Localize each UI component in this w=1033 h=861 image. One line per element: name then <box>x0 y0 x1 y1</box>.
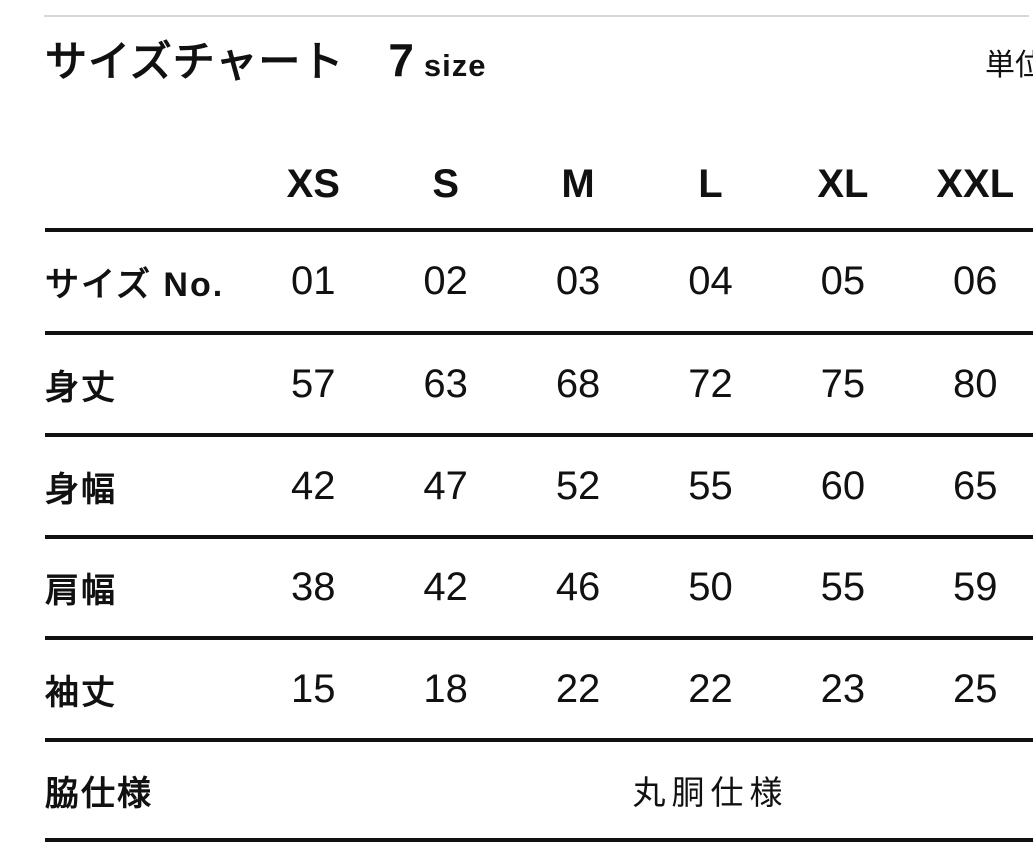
unit-label: 単位 <box>985 49 1033 82</box>
row-label: 身丈 <box>45 333 248 437</box>
cell-value: 57 <box>247 333 380 437</box>
column-header-l: L <box>644 140 777 232</box>
size-chart-table: XS S M L XL XXL サイズ No. 01 02 03 04 05 0… <box>45 140 1033 842</box>
table-row-side-spec: 脇仕様 丸胴仕様 <box>45 740 1033 842</box>
column-header-xs: XS <box>247 140 380 232</box>
cell-value: 47 <box>379 435 512 539</box>
cell-value: 46 <box>511 537 645 640</box>
cell-value: 01 <box>247 230 380 335</box>
column-header-xxl: XXL <box>909 140 1033 232</box>
row-label: 袖丈 <box>45 638 248 742</box>
cell-value: 42 <box>247 435 380 539</box>
cell-value: 75 <box>776 333 910 437</box>
cell-value: 25 <box>909 638 1033 742</box>
top-divider <box>44 15 1029 17</box>
table-row-sleeve-length: 袖丈 15 18 22 22 23 25 <box>45 638 1033 742</box>
row-label: 脇仕様 <box>45 740 248 842</box>
cell-value: 55 <box>644 435 777 539</box>
row-label: 肩幅 <box>45 537 248 640</box>
size-count: 7 <box>388 34 414 86</box>
cell-value: 59 <box>909 537 1033 640</box>
size-suffix-label: size <box>423 48 487 83</box>
cell-value: 06 <box>909 230 1033 335</box>
cell-value: 65 <box>909 435 1033 539</box>
column-header-s: S <box>379 140 512 232</box>
column-header-xl: XL <box>776 140 910 232</box>
cell-value: 02 <box>379 230 512 335</box>
cell-value: 03 <box>511 230 645 335</box>
cell-value: 22 <box>644 638 777 742</box>
cell-value: 52 <box>511 435 645 539</box>
cell-value: 23 <box>776 638 910 742</box>
page-title-row: サイズチャート 7 size <box>45 28 487 89</box>
cell-value: 18 <box>379 638 512 742</box>
row-label: サイズ No. <box>45 230 248 335</box>
side-spec-value: 丸胴仕様 <box>247 740 1033 842</box>
cell-value: 05 <box>776 230 910 335</box>
table-row-size-no: サイズ No. 01 02 03 04 05 06 <box>45 230 1033 335</box>
cell-value: 38 <box>247 537 380 640</box>
column-header-m: M <box>511 140 645 232</box>
corner-cell <box>45 140 248 232</box>
cell-value: 04 <box>644 230 777 335</box>
row-label: 身幅 <box>45 435 248 539</box>
cell-value: 80 <box>909 333 1033 437</box>
cell-value: 15 <box>247 638 380 742</box>
cell-value: 60 <box>776 435 910 539</box>
page-title: サイズチャート <box>45 38 345 85</box>
cell-value: 72 <box>644 333 777 437</box>
cell-value: 63 <box>379 333 512 437</box>
table-row-shoulder-width: 肩幅 38 42 46 50 55 59 <box>45 537 1033 640</box>
table-row-body-length: 身丈 57 63 68 72 75 80 <box>45 333 1033 437</box>
table-header-row: XS S M L XL XXL <box>45 140 1033 232</box>
cell-value: 50 <box>644 537 777 640</box>
cell-value: 42 <box>379 537 512 640</box>
cell-value: 68 <box>511 333 645 437</box>
table-row-body-width: 身幅 42 47 52 55 60 65 <box>45 435 1033 539</box>
cell-value: 55 <box>776 537 910 640</box>
cell-value: 22 <box>511 638 645 742</box>
